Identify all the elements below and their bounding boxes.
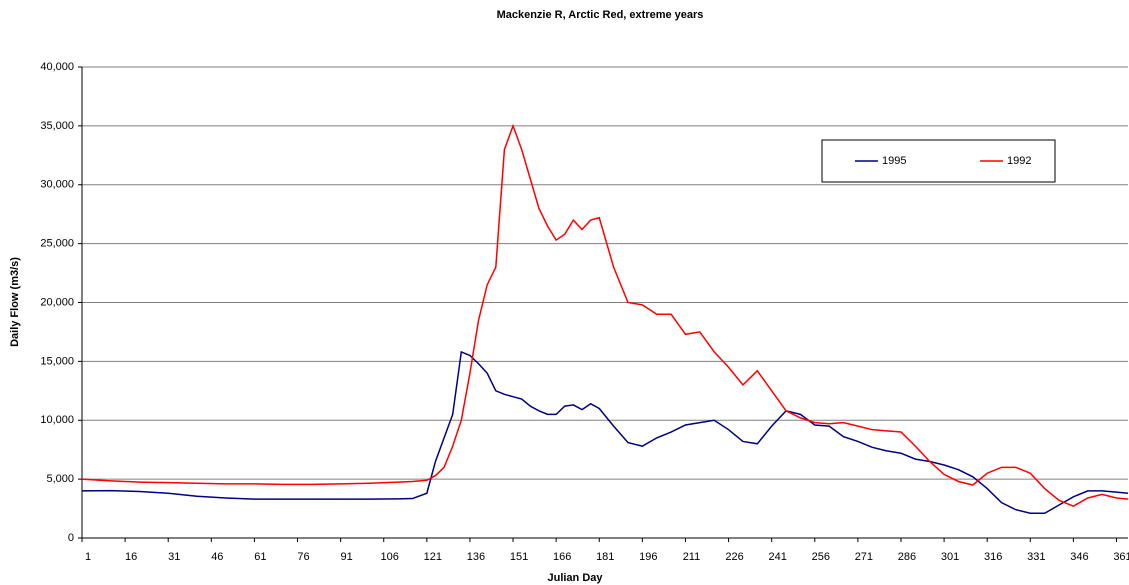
- y-tick-label: 10,000: [40, 414, 74, 426]
- x-tick-label: 196: [639, 551, 657, 563]
- legend-label: 1992: [1007, 155, 1031, 167]
- y-tick-label: 0: [68, 532, 74, 544]
- series-line: [81, 123, 1129, 508]
- x-tick-label: 61: [254, 551, 266, 563]
- chart-title: Mackenzie R, Arctic Red, extreme years: [497, 9, 704, 21]
- x-tick-label: 331: [1027, 551, 1045, 563]
- x-tick-label: 301: [941, 551, 959, 563]
- x-tick-label: 151: [510, 551, 528, 563]
- y-tick-label: 25,000: [40, 238, 74, 250]
- x-axis-label: Julian Day: [547, 572, 603, 584]
- x-tick-label: 241: [768, 551, 786, 563]
- x-tick-label: 211: [683, 551, 701, 563]
- x-tick-label: 31: [168, 551, 180, 563]
- y-tick-label: 40,000: [40, 61, 74, 73]
- y-axis-label: Daily Flow (m3/s): [9, 257, 21, 347]
- x-tick-label: 136: [467, 551, 485, 563]
- x-tick-label: 181: [596, 551, 614, 563]
- y-tick-label: 30,000: [40, 179, 74, 191]
- x-tick-label: 256: [812, 551, 830, 563]
- x-tick-label: 16: [125, 551, 137, 563]
- x-tick-label: 226: [725, 551, 743, 563]
- x-tick-label: 346: [1070, 551, 1088, 563]
- y-tick-label: 15,000: [40, 355, 74, 367]
- x-tick-label: 361: [1113, 551, 1129, 563]
- x-tick-label: 316: [984, 551, 1002, 563]
- y-tick-label: 35,000: [40, 120, 74, 132]
- x-tick-label: 106: [381, 551, 399, 563]
- x-tick-label: 91: [341, 551, 353, 563]
- series-line: [81, 350, 1129, 515]
- x-tick-label: 121: [424, 551, 442, 563]
- y-tick-label: 20,000: [40, 296, 74, 308]
- x-tick-label: 76: [297, 551, 309, 563]
- x-tick-label: 1: [85, 551, 91, 563]
- x-tick-label: 166: [553, 551, 571, 563]
- x-tick-label: 271: [855, 551, 873, 563]
- x-tick-label: 286: [898, 551, 916, 563]
- x-tick-label: 46: [211, 551, 223, 563]
- y-tick-label: 5,000: [46, 473, 74, 485]
- legend-label: 1995: [882, 155, 906, 167]
